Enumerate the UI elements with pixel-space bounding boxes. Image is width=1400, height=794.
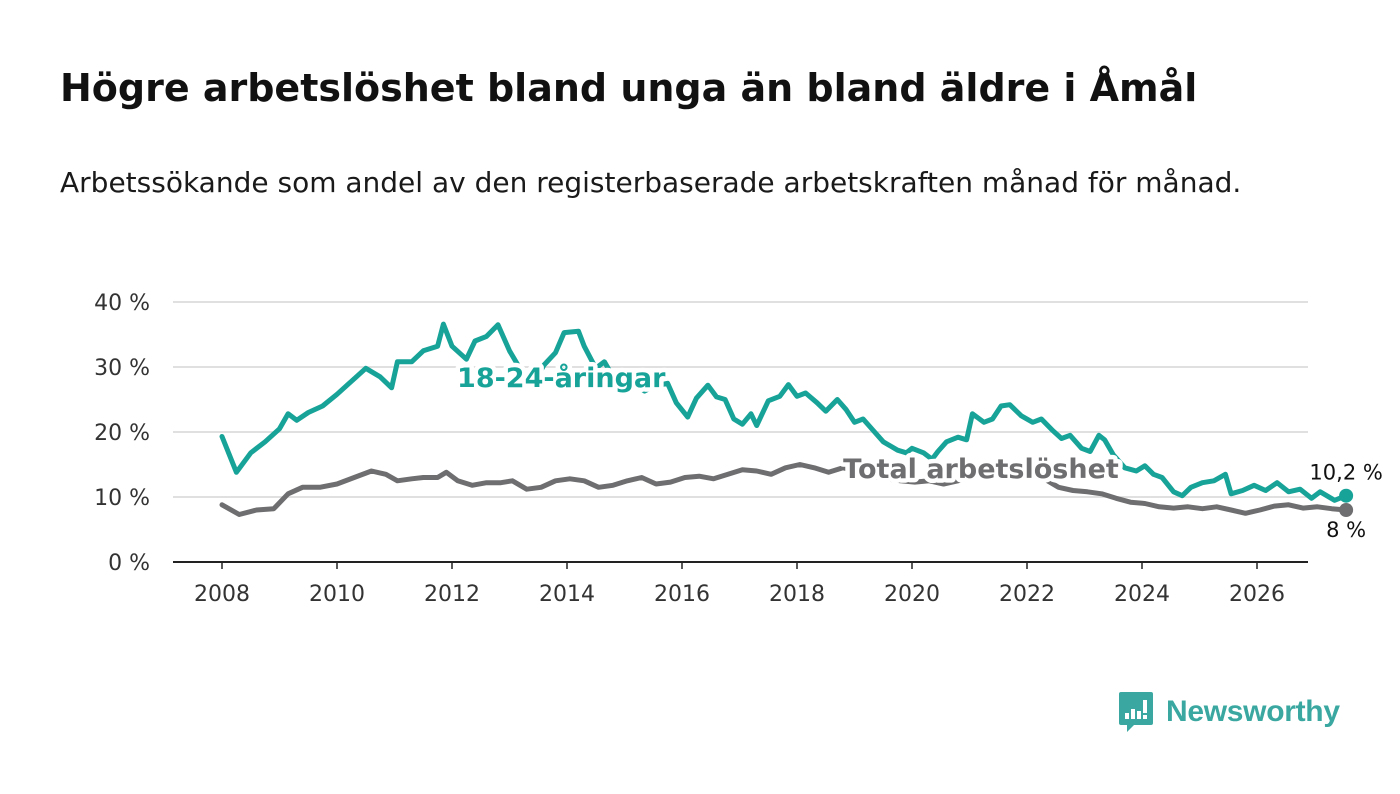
y-tick-label: 30 % xyxy=(94,356,150,381)
series-end-label: 8 % xyxy=(1326,518,1366,542)
y-tick-label: 0 % xyxy=(108,551,150,576)
chart-subtitle: Arbetssökande som andel av den registerb… xyxy=(60,166,1242,199)
x-tick-label: 2026 xyxy=(1229,582,1285,607)
x-axis: 2008 2010 2012 2014 2016 2018 2020 2022 2024 2026 xyxy=(173,561,1308,607)
y-tick-label: 40 % xyxy=(94,291,150,316)
series-labels: 18-24-åringar Total arbetslöshet xyxy=(453,357,1124,489)
series-label: Total arbetslöshet xyxy=(843,454,1119,485)
series-label: 18-24-åringar xyxy=(457,362,666,394)
x-tick-label: 2008 xyxy=(194,582,250,607)
chart-title: Högre arbetslöshet bland unga än bland ä… xyxy=(60,66,1198,110)
brand-name: Newsworthy xyxy=(1166,695,1340,728)
series-line-total-arbetsl-shet xyxy=(219,462,1349,517)
x-tick-label: 2022 xyxy=(999,582,1055,607)
series-end-point xyxy=(1339,503,1354,517)
series-endpoints: 10,2 % 8 % xyxy=(1307,458,1385,544)
x-tick-label: 2020 xyxy=(884,582,940,607)
series-line-18-24-ringar xyxy=(219,321,1349,503)
series-lines xyxy=(219,321,1349,517)
newsworthy-chart-icon xyxy=(1119,692,1153,732)
x-tick-label: 2024 xyxy=(1114,582,1170,607)
x-tick-label: 2010 xyxy=(309,582,365,607)
series-end-point xyxy=(1339,488,1354,503)
y-axis-ticks: 0 % 10 % 20 % 30 % 40 % xyxy=(94,291,150,576)
x-tick-label: 2016 xyxy=(654,582,710,607)
y-tick-label: 20 % xyxy=(94,421,150,446)
x-tick-label: 2018 xyxy=(769,582,825,607)
series-end-label: 10,2 % xyxy=(1309,461,1382,485)
newsworthy-logo: Newsworthy xyxy=(1118,690,1340,734)
x-tick-label: 2012 xyxy=(424,582,480,607)
x-tick-label: 2014 xyxy=(539,582,595,607)
y-tick-label: 10 % xyxy=(94,486,150,511)
